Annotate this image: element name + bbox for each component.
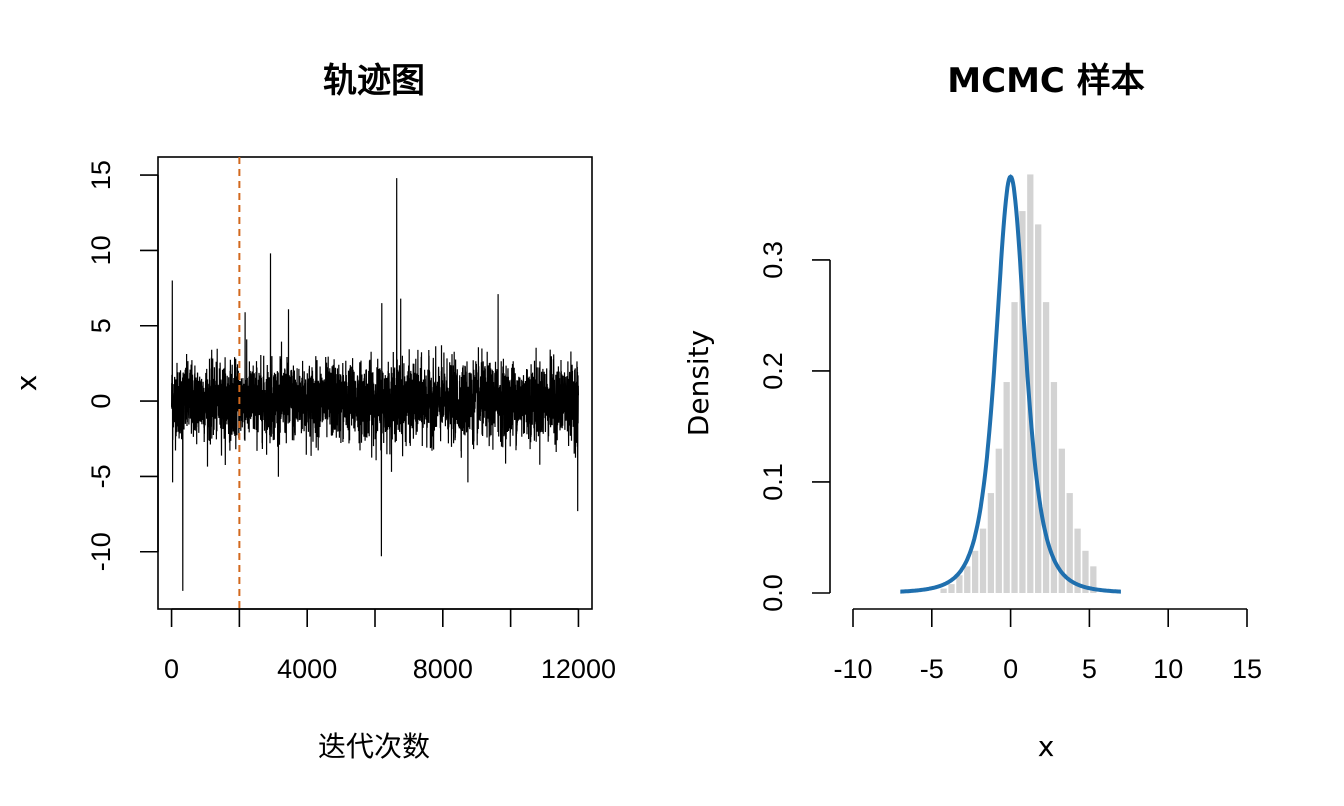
x-tick-label: 8000 — [413, 654, 473, 684]
y-tick-label: 10 — [86, 235, 116, 265]
histogram-bar — [987, 493, 995, 593]
y-tick-label: 0.1 — [758, 463, 788, 501]
histogram-bar — [1003, 382, 1010, 593]
histogram-bar — [1074, 528, 1081, 593]
density-plot-panel: MCMC 样本 -10 -5 0 5 10 15 0.0 0.1 0.2 0.3 x Densi… — [682, 61, 1262, 763]
histogram-bar — [1011, 302, 1018, 593]
x-tick-label: 0 — [164, 654, 179, 684]
histogram-bar — [1019, 211, 1026, 594]
y-tick-label: 0.3 — [758, 241, 788, 279]
y-tick-label: 0.2 — [758, 352, 788, 390]
trace-x-axis-label: 迭代次数 — [318, 730, 430, 763]
trace-x-axis: 0 4000 8000 12000 — [164, 608, 616, 684]
x-tick-label: 15 — [1232, 654, 1262, 684]
density-curve — [900, 174, 1121, 594]
trace-plot-panel: 轨迹图 0 4000 8000 12000 -10 -5 0 5 10 15 迭代次数 x — [10, 61, 616, 763]
x-tick-label: 0 — [1003, 654, 1018, 684]
x-tick-label: 12000 — [541, 654, 616, 684]
y-tick-label: 5 — [86, 318, 116, 333]
histogram-bar — [948, 584, 955, 593]
y-tick-label: 0 — [86, 394, 116, 409]
histogram-bar — [1027, 174, 1034, 593]
histogram-bar — [1066, 493, 1073, 593]
x-tick-label: 4000 — [277, 654, 337, 684]
histogram-bar — [1042, 302, 1050, 593]
histogram-bar — [979, 528, 987, 593]
density-plot-title: MCMC 样本 — [947, 61, 1144, 101]
histogram-bar — [1058, 448, 1065, 593]
histogram-bar — [1082, 550, 1089, 593]
x-tick-label: -10 — [833, 654, 872, 684]
y-tick-label: 0.0 — [758, 574, 788, 612]
trace-y-axis-label: x — [10, 375, 43, 392]
x-tick-label: 10 — [1153, 654, 1183, 684]
x-tick-label: 5 — [1082, 654, 1097, 684]
histogram-bar — [995, 448, 1002, 593]
histogram-bar — [1035, 224, 1042, 593]
histogram-bar — [1050, 382, 1058, 593]
histogram-bar — [964, 566, 971, 593]
y-tick-label: -10 — [86, 532, 116, 571]
y-tick-label: -5 — [86, 464, 116, 488]
trace-y-axis: -10 -5 0 5 10 15 — [86, 160, 159, 571]
x-tick-label: -5 — [920, 654, 944, 684]
trace-line — [171, 178, 579, 591]
histogram-bar — [940, 588, 947, 593]
y-tick-label: 15 — [86, 160, 116, 190]
histogram-bars — [940, 174, 1097, 594]
histogram-bar — [1090, 566, 1097, 593]
density-y-axis: 0.0 0.1 0.2 0.3 — [758, 241, 831, 612]
histogram-bar — [972, 550, 979, 593]
histogram-bar — [956, 575, 963, 593]
density-y-axis-label: Density — [682, 330, 715, 436]
trace-plot-title: 轨迹图 — [323, 61, 425, 101]
density-x-axis: -10 -5 0 5 10 15 — [833, 608, 1262, 684]
density-x-axis-label: x — [1038, 730, 1055, 763]
